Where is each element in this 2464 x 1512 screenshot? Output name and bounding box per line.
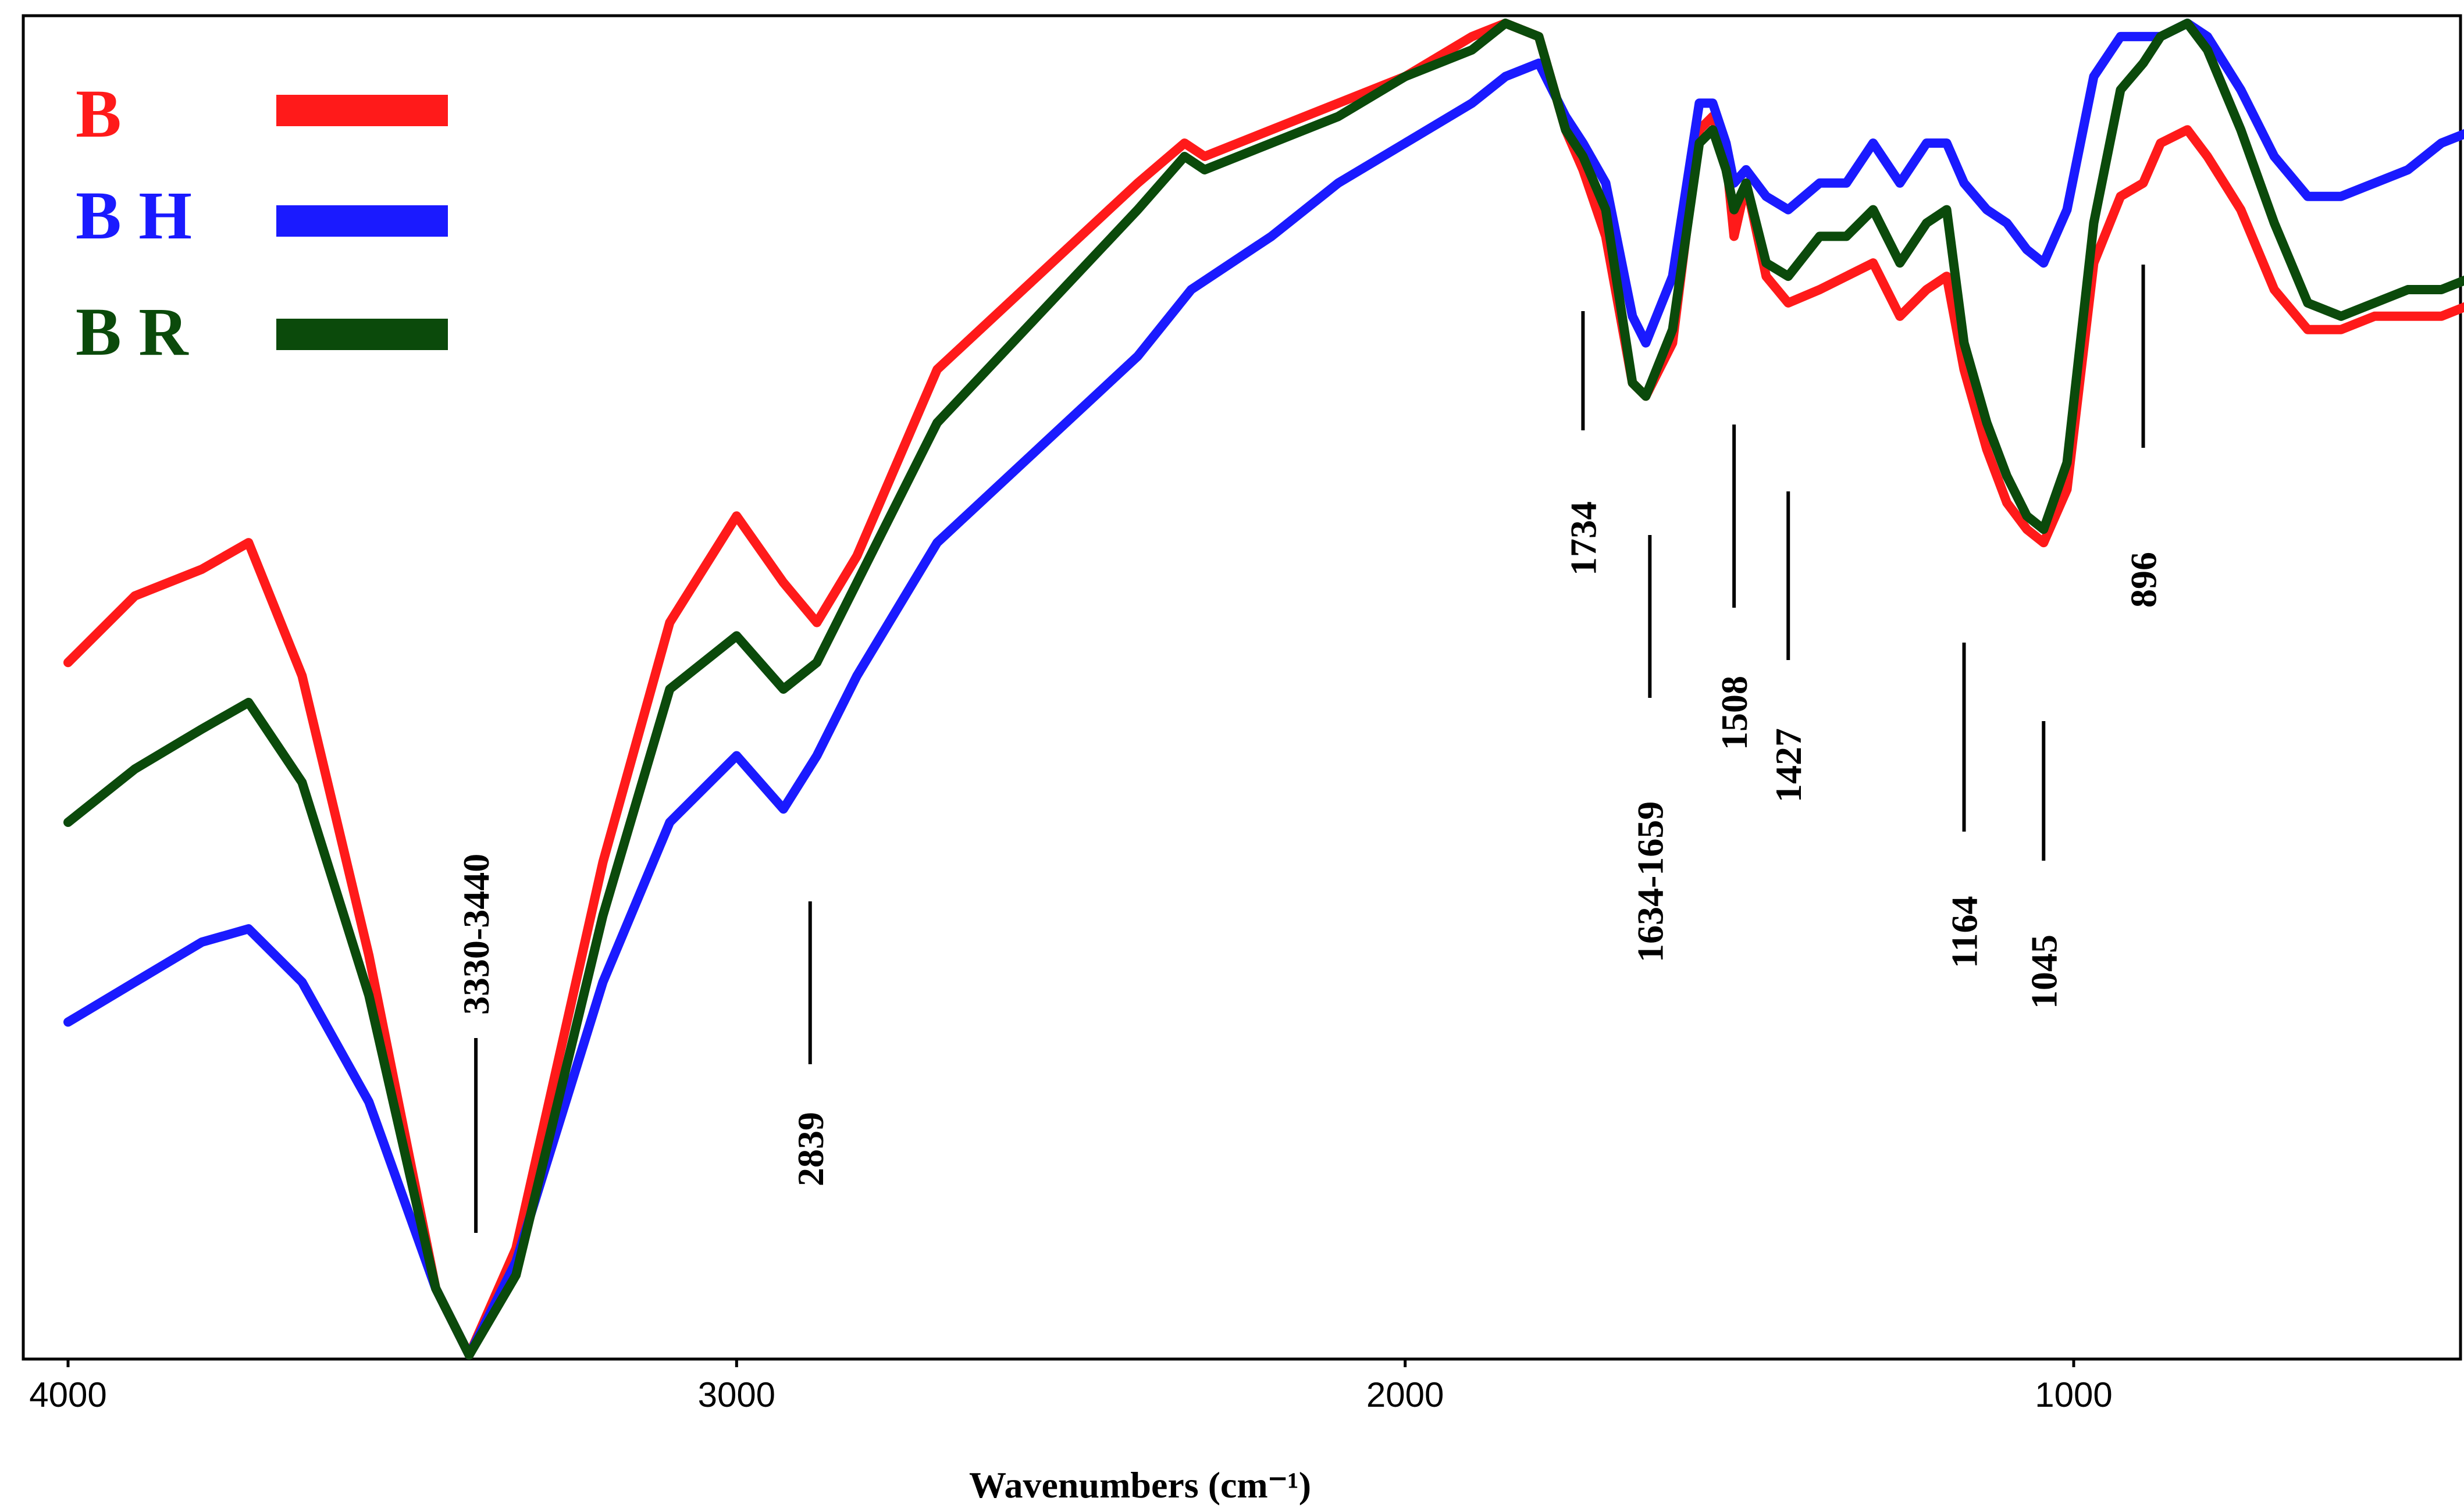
annotation-label: 1164 bbox=[1944, 896, 1985, 968]
annotation-label: 3330-3440 bbox=[455, 854, 497, 1015]
annotation-label: 2839 bbox=[790, 1112, 831, 1186]
series-line-b bbox=[63, 19, 2464, 1360]
legend-label-br: B R bbox=[76, 294, 189, 370]
legend: B B H B R bbox=[76, 76, 448, 370]
annotation-layer: 3330-3440 2839 1734 1634-1659 1508 1427 1164 10… bbox=[455, 265, 2164, 1233]
series-line-br bbox=[63, 19, 2464, 1360]
x-axis-label: Wavenumbers (cm⁻¹) bbox=[969, 1464, 1311, 1506]
annotation-label: 896 bbox=[2123, 552, 2164, 608]
x-tick-label: 4000 bbox=[29, 1375, 106, 1414]
annotation-label: 1508 bbox=[1714, 676, 1755, 750]
series-layer bbox=[63, 19, 2464, 1360]
legend-label-bh: B H bbox=[76, 177, 192, 254]
x-tick-label: 1000 bbox=[2035, 1375, 2112, 1414]
legend-swatch-b bbox=[276, 95, 448, 126]
legend-swatch-br bbox=[276, 319, 448, 350]
annotation-label: 1734 bbox=[1562, 501, 1604, 576]
x-axis-ticks: 4000 3000 2000 1000 bbox=[29, 1359, 2113, 1414]
x-tick-label: 2000 bbox=[1366, 1375, 1444, 1414]
annotation-label: 1427 bbox=[1768, 728, 1809, 803]
x-tick-label: 3000 bbox=[698, 1375, 775, 1414]
annotation-label: 1634-1659 bbox=[1629, 801, 1671, 962]
legend-swatch-bh bbox=[276, 205, 448, 237]
annotation-label: 1045 bbox=[2023, 935, 2064, 1009]
legend-label-b: B bbox=[76, 76, 122, 152]
